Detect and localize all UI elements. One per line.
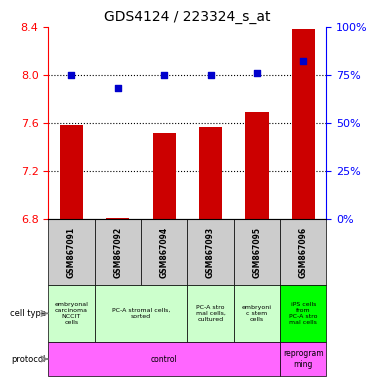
Text: embryoni
c stem
cells: embryoni c stem cells [242, 305, 272, 322]
Text: GSM867094: GSM867094 [160, 227, 169, 278]
FancyBboxPatch shape [95, 285, 187, 342]
Text: iPS cells
from
PC-A stro
mal cells: iPS cells from PC-A stro mal cells [289, 302, 318, 324]
FancyBboxPatch shape [48, 342, 280, 376]
FancyBboxPatch shape [280, 219, 326, 285]
Text: control: control [151, 354, 178, 364]
FancyBboxPatch shape [48, 219, 95, 285]
Point [301, 58, 306, 65]
Text: GSM867091: GSM867091 [67, 227, 76, 278]
Text: GSM867093: GSM867093 [206, 227, 215, 278]
Bar [245, 112, 269, 219]
Text: GSM867096: GSM867096 [299, 227, 308, 278]
Text: protocol: protocol [12, 354, 46, 364]
FancyBboxPatch shape [280, 285, 326, 342]
FancyBboxPatch shape [187, 285, 234, 342]
Point [161, 72, 167, 78]
Text: embryonal
carcinoma
NCCIT
cells: embryonal carcinoma NCCIT cells [55, 302, 88, 324]
FancyBboxPatch shape [141, 219, 187, 285]
FancyBboxPatch shape [48, 285, 95, 342]
Bar [106, 218, 129, 219]
FancyBboxPatch shape [95, 219, 141, 285]
Title: GDS4124 / 223324_s_at: GDS4124 / 223324_s_at [104, 10, 270, 25]
FancyBboxPatch shape [234, 219, 280, 285]
Point [208, 72, 214, 78]
Text: GSM867092: GSM867092 [113, 227, 122, 278]
Bar [152, 132, 176, 219]
Bar [292, 29, 315, 219]
Text: PC-A stro
mal cells,
cultured: PC-A stro mal cells, cultured [196, 305, 226, 322]
Point [115, 85, 121, 91]
Text: cell type: cell type [10, 309, 46, 318]
Point [69, 72, 75, 78]
Bar [199, 127, 222, 219]
Text: GSM867095: GSM867095 [252, 227, 262, 278]
FancyBboxPatch shape [280, 342, 326, 376]
Text: reprogram
ming: reprogram ming [283, 349, 324, 369]
FancyBboxPatch shape [234, 285, 280, 342]
Bar [60, 126, 83, 219]
Text: PC-A stromal cells,
sorted: PC-A stromal cells, sorted [112, 308, 170, 319]
Point [254, 70, 260, 76]
FancyBboxPatch shape [187, 219, 234, 285]
